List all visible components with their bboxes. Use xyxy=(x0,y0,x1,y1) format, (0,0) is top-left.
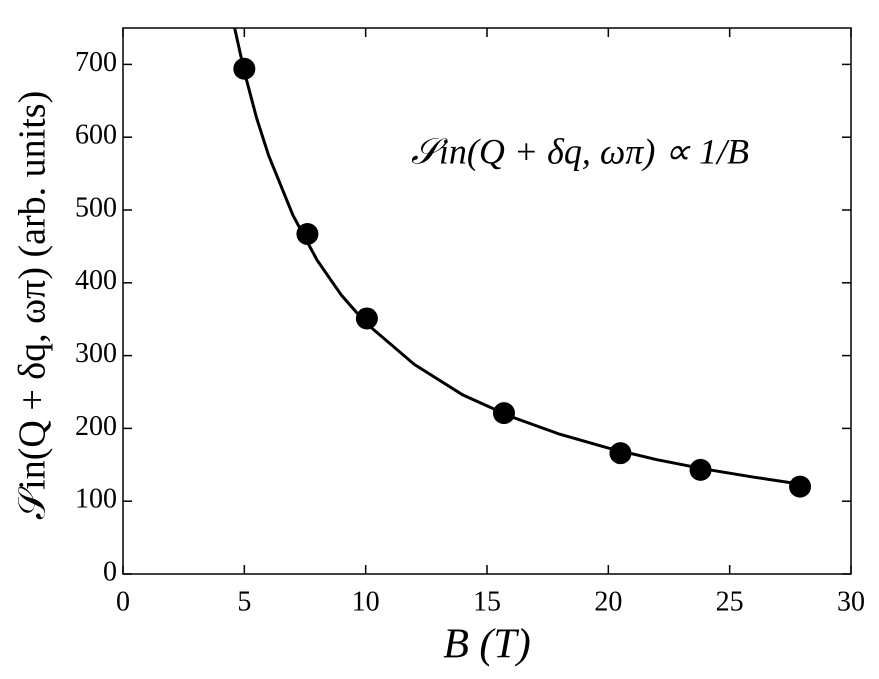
x-tick-label: 15 xyxy=(473,586,501,617)
y-tick-label: 500 xyxy=(75,192,117,223)
x-tick-label: 20 xyxy=(594,586,622,617)
x-tick-label: 10 xyxy=(352,586,380,617)
x-tick-label: 30 xyxy=(837,586,865,617)
data-point xyxy=(689,458,712,481)
data-point xyxy=(296,223,319,246)
x-tick-label: 5 xyxy=(237,586,251,617)
y-tick-label: 0 xyxy=(103,556,117,587)
x-tick-label: 25 xyxy=(716,586,744,617)
data-point xyxy=(609,442,632,465)
y-tick-label: 300 xyxy=(75,338,117,369)
y-tick-label: 400 xyxy=(75,265,117,296)
annotation: 𝒮in(Q + δq, ωπ) ∝ 1/B xyxy=(411,131,749,171)
x-axis-label: B (T) xyxy=(443,622,531,668)
data-point xyxy=(789,475,812,498)
y-tick-label: 600 xyxy=(75,120,117,151)
y-tick-label: 200 xyxy=(75,411,117,442)
y-tick-label: 100 xyxy=(75,484,117,515)
plot-frame xyxy=(122,27,852,575)
y-tick-label: 700 xyxy=(75,47,117,78)
data-point xyxy=(355,307,378,330)
fit-curve xyxy=(233,27,803,486)
x-tick-label: 0 xyxy=(116,586,130,617)
y-axis-label: 𝒮in(Q + δq, ωπ) (arb. units) xyxy=(12,91,54,520)
